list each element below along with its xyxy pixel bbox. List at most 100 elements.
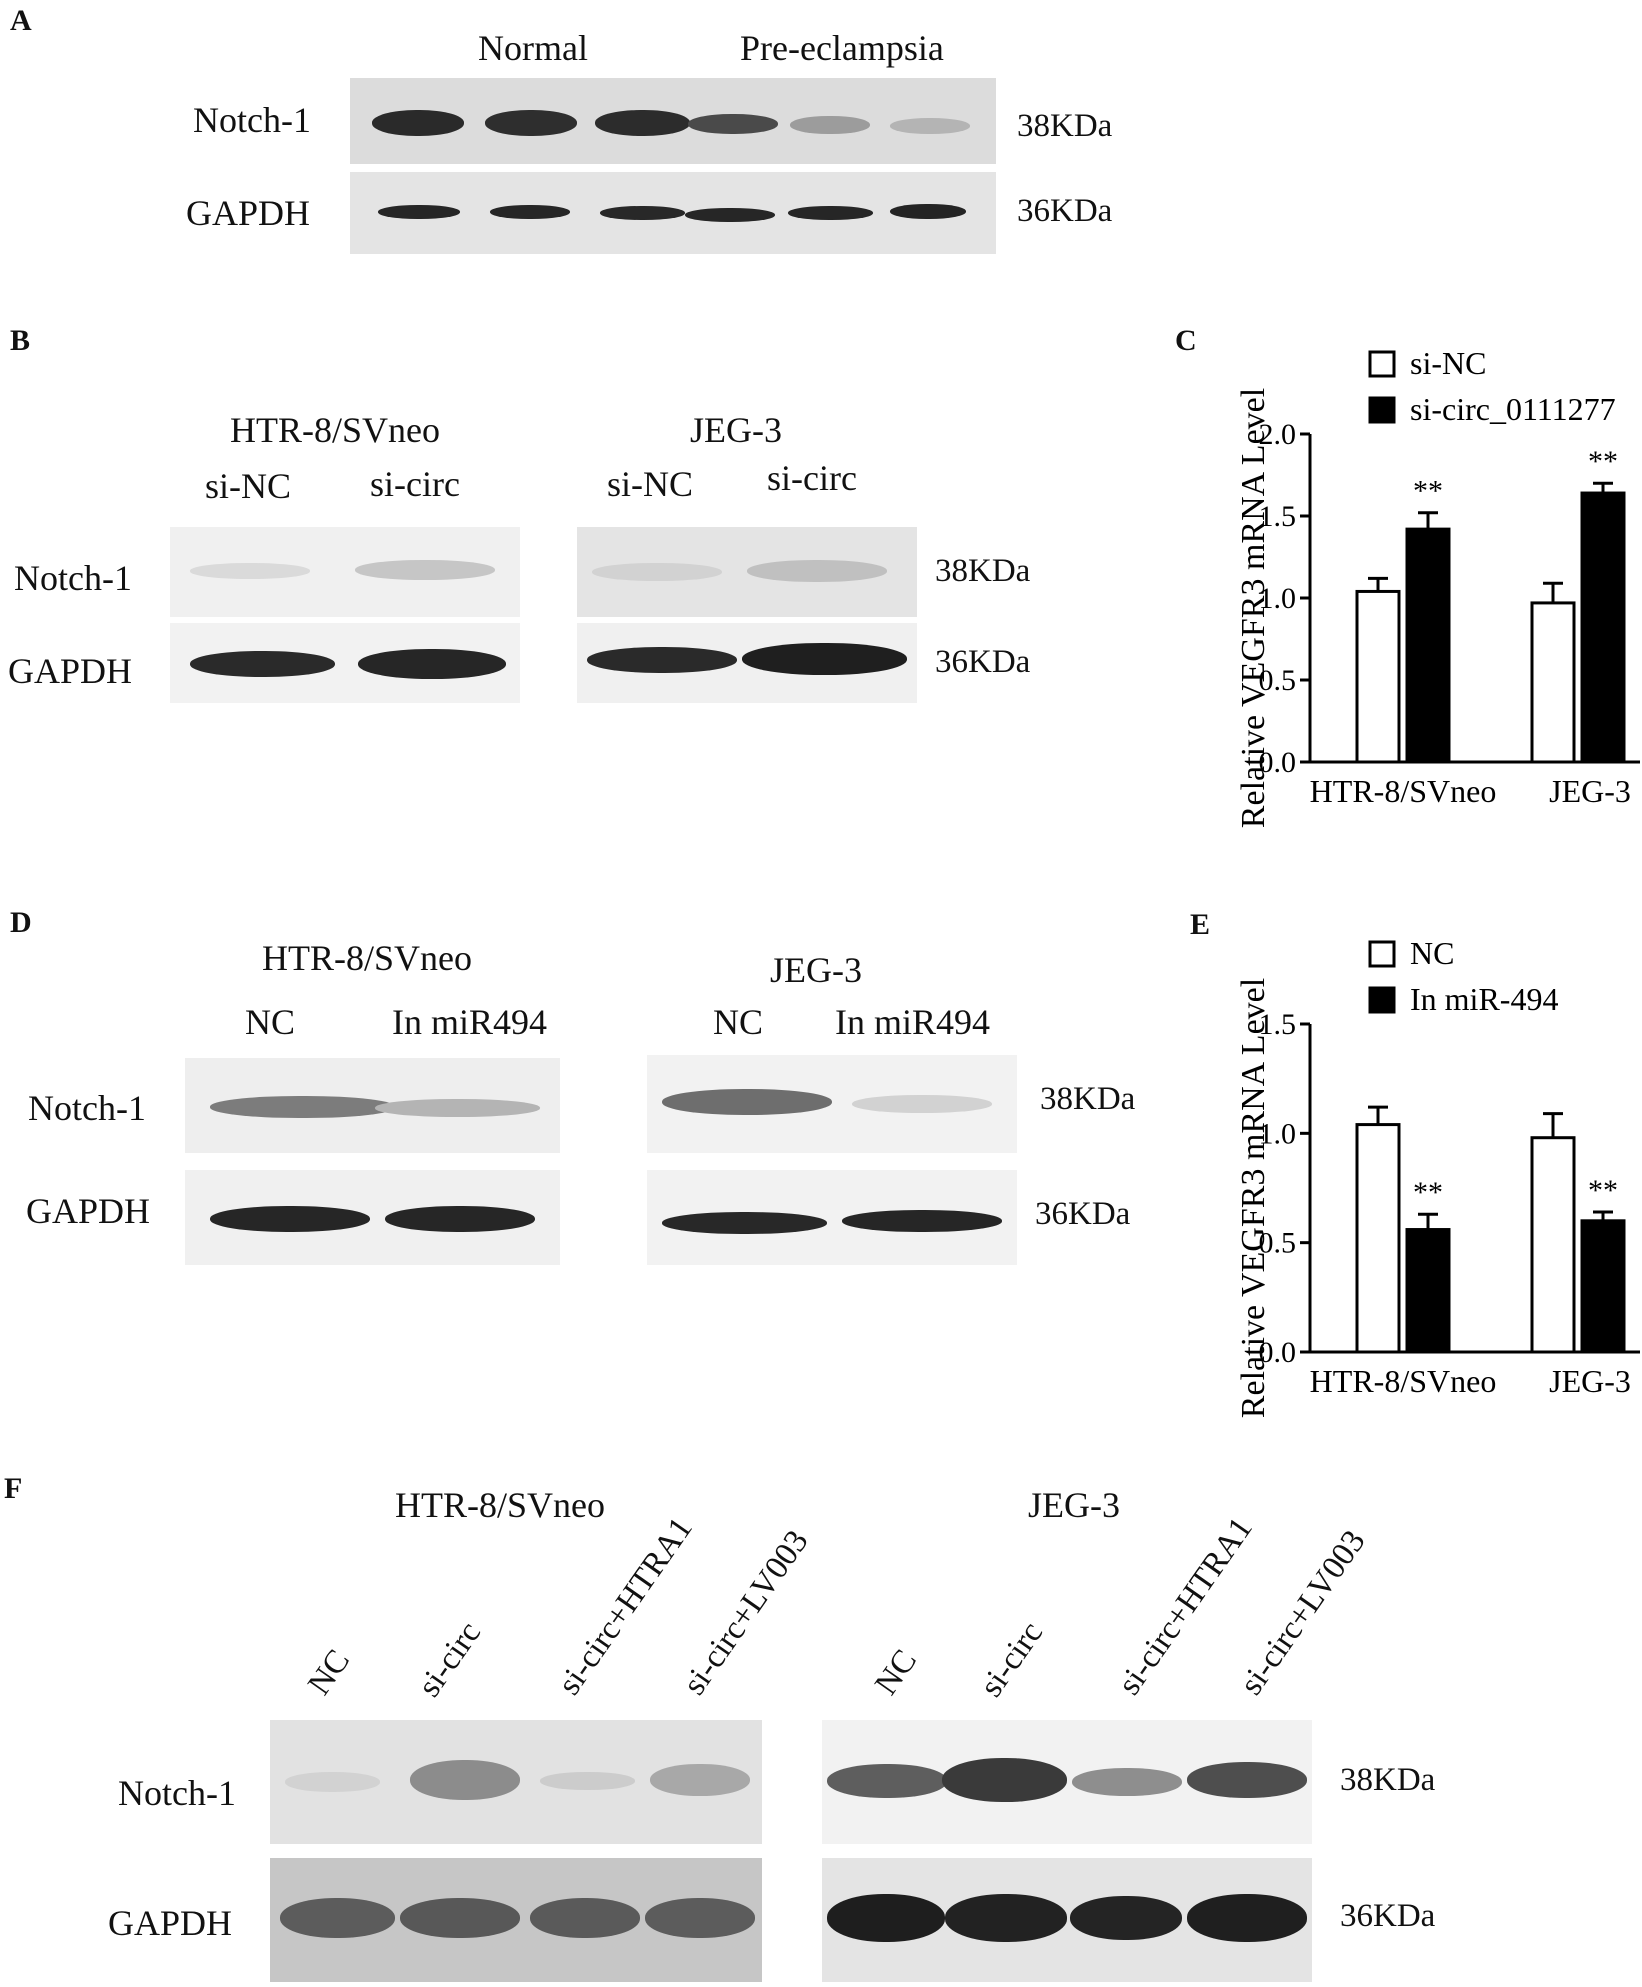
bar — [1355, 1123, 1401, 1354]
bar — [1405, 1228, 1451, 1354]
band — [410, 1760, 520, 1800]
panel-letter-d: D — [10, 906, 32, 939]
band — [685, 208, 775, 222]
y-tick-label: 0.5 — [1259, 1227, 1297, 1260]
cell-label-htr: HTR-8/SVneo — [230, 410, 440, 450]
blot-b-jeg-gapdh — [577, 623, 917, 703]
band — [355, 560, 495, 580]
band — [378, 205, 460, 219]
lane-label: si-circ — [767, 458, 857, 498]
band — [190, 651, 335, 677]
row-label-notch1: Notch-1 — [14, 558, 132, 598]
blot-d-htr-notch1 — [185, 1058, 560, 1153]
band — [280, 1898, 395, 1938]
significance-label: ** — [1413, 475, 1443, 508]
y-tick-label: 1.0 — [1259, 582, 1297, 615]
band — [485, 110, 577, 136]
y-tick-label: 0.0 — [1259, 1336, 1297, 1369]
band — [1072, 1768, 1182, 1796]
band — [827, 1764, 947, 1798]
kda-label-36: 36KDa — [1017, 193, 1113, 229]
band — [1187, 1894, 1307, 1942]
band — [662, 1212, 827, 1234]
y-axis-label: Relative VEGFR3 mRNA Level — [1235, 388, 1272, 828]
band — [827, 1894, 945, 1942]
bar — [1355, 589, 1401, 764]
band — [742, 643, 907, 675]
y-tick-label: 0.5 — [1259, 664, 1297, 697]
x-tick-label: HTR-8/SVneo — [1310, 773, 1497, 809]
band — [645, 1898, 755, 1938]
band — [595, 110, 690, 136]
kda-label-38: 38KDa — [1017, 108, 1113, 144]
bar — [1530, 601, 1576, 764]
cell-label-htr: HTR-8/SVneo — [395, 1485, 605, 1525]
band — [1070, 1896, 1182, 1940]
cell-label-jeg3: JEG-3 — [770, 950, 862, 990]
blot-f-jeg-notch1 — [822, 1720, 1312, 1844]
legend-swatch — [1368, 396, 1396, 424]
legend-label: In miR-494 — [1410, 981, 1558, 1017]
band — [400, 1898, 520, 1938]
y-tick-label: 2.0 — [1259, 418, 1297, 451]
lane-label: si-NC — [607, 464, 694, 504]
x-tick-label: JEG-3 — [1549, 773, 1631, 809]
lane-label: NC — [713, 1002, 764, 1042]
lane-label: In miR494 — [392, 1002, 548, 1042]
kda-label-38: 38KDa — [935, 553, 1031, 589]
x-tick-label: HTR-8/SVneo — [1310, 1363, 1497, 1399]
blot-a-gapdh — [350, 172, 996, 254]
band — [372, 110, 464, 136]
row-label-notch1: Notch-1 — [193, 100, 311, 140]
legend-label: si-circ_0111277 — [1410, 391, 1616, 427]
bar — [1580, 491, 1626, 764]
cell-label-htr: HTR-8/SVneo — [262, 938, 472, 978]
band — [650, 1764, 750, 1796]
band — [210, 1096, 395, 1118]
kda-label-36: 36KDa — [935, 644, 1031, 680]
significance-label: ** — [1413, 1176, 1443, 1209]
blot-d-jeg-notch1 — [647, 1055, 1017, 1153]
band — [890, 204, 966, 219]
y-tick-label: 1.0 — [1259, 1117, 1297, 1150]
cell-label-jeg3: JEG-3 — [690, 410, 782, 450]
lane-label: si-circ+HTRA1 — [551, 1511, 700, 1702]
significance-label: ** — [1588, 445, 1618, 478]
band — [688, 114, 778, 134]
band — [490, 205, 570, 219]
blot-b-jeg-notch1 — [577, 527, 917, 617]
legend-label: NC — [1410, 935, 1454, 971]
lane-label: si-circ+LV003 — [1233, 1524, 1373, 1702]
band — [358, 649, 506, 679]
blot-f-jeg-gapdh — [822, 1858, 1312, 1982]
x-tick-label: JEG-3 — [1549, 1363, 1631, 1399]
lane-label: NC — [868, 1643, 925, 1702]
band — [788, 206, 873, 220]
lane-label: si-circ — [411, 1615, 489, 1704]
bar — [1580, 1219, 1626, 1354]
band — [385, 1206, 535, 1232]
panel-letter-f: F — [4, 1472, 23, 1505]
band — [842, 1210, 1002, 1232]
band — [285, 1772, 380, 1792]
lane-label: si-circ+HTRA1 — [1111, 1511, 1260, 1702]
kda-label-36: 36KDa — [1035, 1196, 1131, 1232]
blot-b-htr-gapdh — [170, 623, 520, 703]
lane-label: In miR494 — [835, 1002, 991, 1042]
bar — [1530, 1136, 1576, 1354]
band — [890, 118, 970, 134]
blot-d-jeg-gapdh — [647, 1170, 1017, 1265]
lane-label: si-circ+LV003 — [676, 1524, 816, 1702]
row-label-gapdh: GAPDH — [8, 651, 133, 691]
lane-label: NC — [245, 1002, 296, 1042]
lane-label: NC — [301, 1643, 358, 1702]
band — [587, 647, 737, 673]
band — [190, 563, 310, 579]
panel-letter-a: A — [10, 4, 32, 37]
y-axis-label: Relative VEGFR3 mRNA Level — [1235, 978, 1272, 1418]
band — [1187, 1762, 1307, 1798]
row-label-gapdh: GAPDH — [108, 1903, 233, 1943]
cell-label-jeg3: JEG-3 — [1028, 1485, 1120, 1525]
